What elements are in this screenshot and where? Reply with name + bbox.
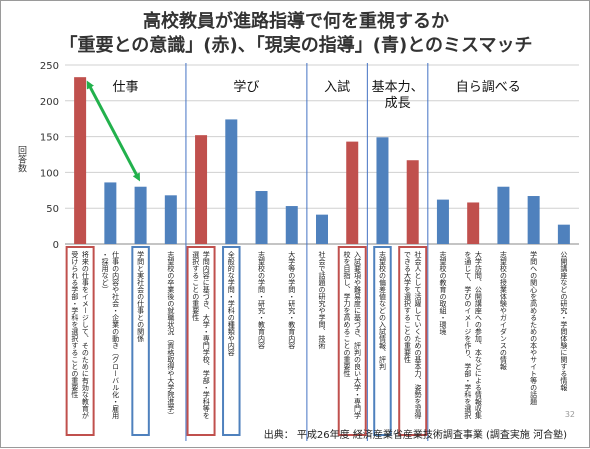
category-label: 全般的な学問・学科の種類や内容 (227, 250, 235, 357)
group-label: 基本力、 (372, 80, 424, 95)
category-label: 仕事の内容や社会・企業の動き（グローバル化・雇用・採用など） (101, 250, 120, 420)
category-label-line: 大学訪問、公開講座への参加、本などによる情報収集 (474, 250, 482, 420)
bar (74, 77, 87, 244)
category-label-line: 志望校の学問・研究・教育内容 (258, 250, 266, 350)
category-label: 社会で話題の研究や学問、技術 (318, 250, 326, 350)
y-tick-label: 0 (53, 240, 59, 251)
y-axis-title: 回答数 (16, 145, 27, 173)
group-label: 学び (233, 79, 259, 95)
category-label: 志望校の学問・研究・教育内容 (258, 250, 266, 350)
category-label-line: 入試要項や難易度に基づき、評判の良い大学・専門学 (353, 251, 361, 419)
y-tick-label: 200 (40, 97, 59, 108)
bar (225, 119, 238, 244)
category-label-line: できる大学を選択することの重要性 (403, 251, 411, 364)
bar (497, 186, 510, 244)
category-label-line: 志望校の教育の取組・環境 (439, 250, 447, 336)
group-label: 成長 (385, 96, 411, 111)
bar (467, 202, 480, 244)
page-number: 32 (564, 410, 575, 419)
y-tick-label: 150 (40, 133, 59, 144)
bar (285, 206, 298, 244)
slide-title: 高校教員が進路指導で何を重視するか (143, 11, 449, 32)
category-label: 学問と実社会の仕事との関係 (137, 250, 145, 343)
category-label: 公開講座などの研究・学問体験に関する情報 (560, 251, 568, 392)
category-box (373, 246, 392, 436)
category-label-line: 学問と実社会の仕事との関係 (137, 250, 145, 343)
category-label: 志望校の授業体験やガイダンスの情報 (499, 250, 507, 371)
bar (436, 199, 449, 244)
category-label-line: 志望校の授業体験やガイダンスの情報 (499, 250, 507, 371)
category-label-line: 志望校の卒業後の就職状況（資格取得や大学院進学） (167, 250, 175, 419)
bar (134, 186, 147, 244)
bar (557, 224, 570, 244)
category-box (337, 246, 367, 436)
category-box (222, 246, 241, 436)
category-label-line: 学問への関心を高めるための本やサイト等の話題 (530, 250, 538, 406)
category-box (131, 246, 150, 436)
category-label: 志望校の教育の取組・環境 (439, 250, 447, 336)
category-label: 志望校の卒業後の就職状況（資格取得や大学院進学） (167, 250, 175, 419)
category-label-line: 選択することの重要性 (192, 250, 200, 322)
category-box (186, 246, 216, 436)
y-tick-label: 50 (46, 204, 59, 215)
category-label-line: 社会人として活躍していくための基本力、姿勢を習得 (414, 250, 422, 419)
category-label-line: を通じて、学びのイメージを作り、学部・学科を選択 (464, 251, 472, 420)
bar (346, 141, 359, 244)
category-label: 将来の仕事をイメージして、そのために有効な教育が受けられる学部・学科を選択するこ… (71, 250, 90, 419)
category-label-line: ・採用など） (101, 251, 109, 293)
category-label-line: 受けられる学部・学科を選択することの重要性 (71, 250, 79, 399)
category-label-line: 学問内容に基づき、大学・専門学校、学部・学科等を (202, 250, 210, 419)
bar (195, 135, 208, 244)
category-label-line: 公開講座などの研究・学問体験に関する情報 (560, 251, 568, 392)
category-label-line: 社会で話題の研究や学問、技術 (318, 250, 326, 350)
category-box (398, 246, 428, 436)
group-label: 仕事 (112, 80, 138, 95)
category-label-line: 将来の仕事をイメージして、そのために有効な教育が (81, 250, 89, 419)
category-label-line: 全般的な学問・学科の種類や内容 (227, 250, 235, 357)
y-tick-label: 250 (40, 61, 59, 72)
bar (406, 160, 419, 244)
group-label: 入試 (324, 79, 350, 95)
bar (164, 195, 177, 244)
category-box (65, 246, 95, 436)
category-label-line: 仕事の内容や社会・企業の動き（グローバル化・雇用 (112, 250, 120, 420)
bar (255, 191, 268, 244)
slide-subtitle: 「重要との意識」(赤)、「現実の指導」(青)とのミスマッチ (59, 35, 533, 56)
category-label: 学問への関心を高めるための本やサイト等の話題 (530, 250, 538, 406)
category-label-line: 志望校の偏差値などの入試情報、評判 (378, 250, 386, 371)
group-label: 自ら調べる (456, 80, 521, 95)
bar (104, 182, 117, 244)
category-label-line: 校を目指し、学力を高めることの重要性 (343, 250, 351, 378)
category-label: 志望校の偏差値などの入試情報、評判 (378, 250, 386, 371)
category-label: 大学等の学問・研究・教育内容 (288, 250, 296, 350)
category-label: 入試要項や難易度に基づき、評判の良い大学・専門学校を目指し、学力を高めることの重… (343, 250, 362, 419)
bar (316, 214, 328, 244)
bar (376, 137, 389, 244)
category-label-line: 大学等の学問・研究・教育内容 (288, 250, 296, 350)
bar (527, 196, 540, 244)
source-note: 出典： 平成26年度 経済産業省産業技術調査事業 (調査実施 河合塾) (263, 430, 567, 441)
y-tick-label: 100 (40, 168, 59, 179)
arrow (86, 80, 140, 182)
category-label: 大学訪問、公開講座への参加、本などによる情報収集を通じて、学びのイメージを作り、… (464, 250, 483, 420)
